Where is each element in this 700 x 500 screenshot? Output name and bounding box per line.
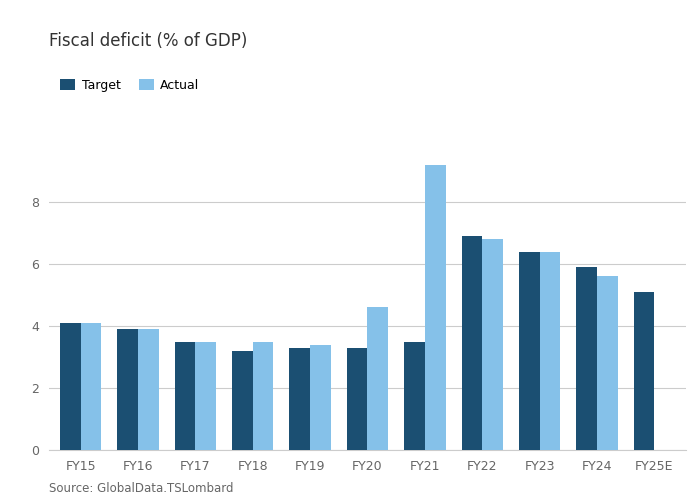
Bar: [290, 348, 310, 450]
Text: Source: GlobalData.TSLombard: Source: GlobalData.TSLombard: [49, 482, 234, 495]
Bar: [368, 308, 388, 450]
Bar: [597, 276, 617, 450]
Text: Fiscal deficit (% of GDP): Fiscal deficit (% of GDP): [49, 32, 247, 50]
Bar: [138, 329, 159, 450]
Bar: [461, 236, 482, 450]
Bar: [346, 348, 368, 450]
Bar: [253, 342, 274, 450]
Bar: [482, 239, 503, 450]
Bar: [576, 267, 597, 450]
Bar: [540, 252, 560, 450]
Bar: [404, 342, 425, 450]
Legend: Target, Actual: Target, Actual: [55, 74, 204, 97]
Bar: [195, 342, 216, 450]
Bar: [634, 292, 654, 450]
Bar: [80, 323, 101, 450]
Bar: [175, 342, 195, 450]
Bar: [425, 165, 445, 450]
Bar: [60, 323, 80, 450]
Bar: [310, 344, 331, 450]
Bar: [118, 329, 138, 450]
Bar: [232, 351, 253, 450]
Bar: [519, 252, 540, 450]
